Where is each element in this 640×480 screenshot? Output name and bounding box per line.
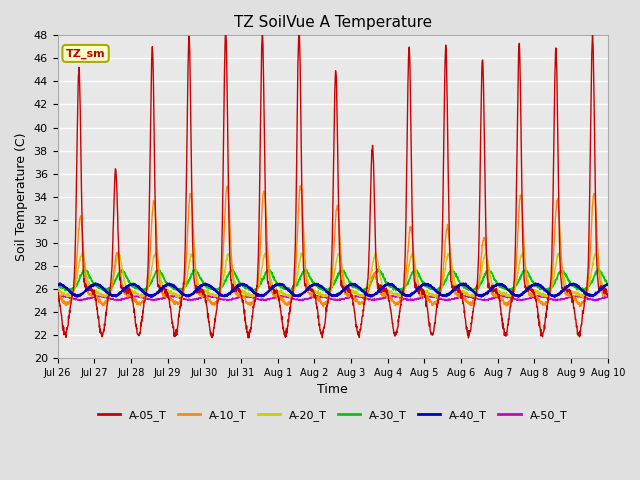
A-20_T [115,249,122,255]
A-30_T [571,283,579,289]
A-05_T [207,332,215,338]
Title: TZ SoilVue A Temperature: TZ SoilVue A Temperature [234,15,432,30]
A-40_T [54,282,61,288]
A-20_T [493,289,500,295]
A-30_T [361,286,369,292]
Line: A-20_T: A-20_T [58,252,608,298]
A-40_T [361,290,369,296]
A-05_T [295,26,303,32]
A-30_T [556,270,563,276]
A-10_T [349,294,356,300]
A-30_T [595,266,603,272]
A-10_T [319,304,327,310]
A-40_T [349,282,356,288]
X-axis label: Time: Time [317,383,348,396]
Line: A-30_T: A-30_T [58,269,608,292]
A-40_T [385,280,392,286]
A-10_T [297,183,305,189]
A-50_T [54,295,61,300]
A-40_T [604,282,612,288]
A-30_T [212,289,220,295]
A-05_T [571,312,579,317]
A-20_T [349,289,356,295]
A-10_T [207,300,215,306]
A-20_T [556,252,563,258]
A-50_T [591,298,599,303]
A-05_T [361,300,369,306]
A-05_T [604,294,612,300]
A-20_T [579,295,586,301]
Y-axis label: Soil Temperature (C): Soil Temperature (C) [15,132,28,261]
A-10_T [493,294,500,300]
A-05_T [493,290,500,296]
A-40_T [571,282,579,288]
Line: A-40_T: A-40_T [58,283,608,297]
Text: TZ_sm: TZ_sm [66,48,106,59]
A-10_T [556,221,563,227]
A-20_T [54,288,61,293]
A-50_T [604,294,612,300]
A-10_T [54,294,61,300]
A-05_T [54,288,61,294]
A-20_T [207,291,215,297]
A-30_T [349,284,356,289]
A-30_T [493,280,500,286]
A-50_T [207,294,215,300]
Line: A-10_T: A-10_T [58,186,608,307]
A-50_T [571,294,579,300]
A-10_T [604,293,612,299]
A-40_T [493,282,500,288]
A-10_T [571,297,579,303]
A-50_T [360,295,368,300]
A-40_T [147,294,155,300]
A-50_T [349,294,356,300]
Line: A-05_T: A-05_T [58,29,608,338]
A-40_T [207,285,215,290]
A-05_T [556,243,563,249]
A-30_T [54,281,61,287]
A-20_T [604,287,612,293]
Line: A-50_T: A-50_T [58,295,608,300]
A-05_T [349,295,356,301]
A-50_T [556,297,563,302]
A-10_T [361,298,369,303]
A-30_T [207,286,215,291]
A-40_T [556,290,563,296]
A-30_T [604,281,612,287]
A-20_T [571,289,579,295]
A-50_T [388,292,396,298]
A-20_T [361,292,369,298]
A-50_T [493,294,500,300]
Legend: A-05_T, A-10_T, A-20_T, A-30_T, A-40_T, A-50_T: A-05_T, A-10_T, A-20_T, A-30_T, A-40_T, … [93,406,572,425]
A-05_T [465,335,472,341]
